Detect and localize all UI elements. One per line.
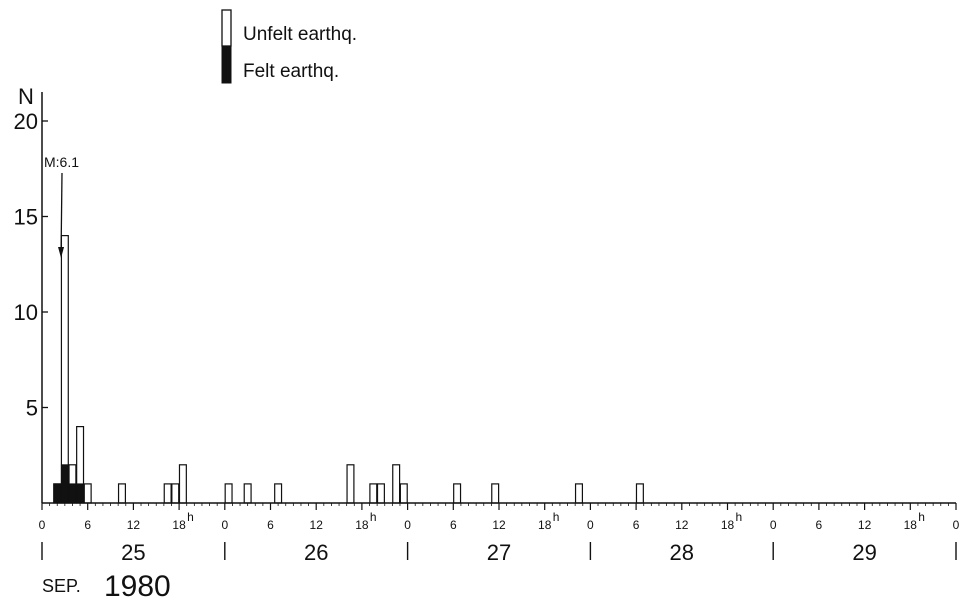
y-tick-label: 15 bbox=[14, 205, 38, 230]
unfelt-bar bbox=[635, 483, 644, 504]
x-tick-label: 6 bbox=[450, 518, 457, 532]
unfelt-bar bbox=[117, 483, 127, 504]
unfelt-bar bbox=[491, 483, 500, 504]
unfelt-bar bbox=[369, 483, 378, 504]
annotation-arrow-head bbox=[58, 247, 65, 258]
felt-bar bbox=[76, 483, 85, 504]
hour-unit-label: h bbox=[736, 510, 743, 524]
hour-unit-label: h bbox=[918, 510, 925, 524]
x-tick-label: 18 bbox=[172, 518, 186, 532]
year-label: 1980 bbox=[104, 570, 171, 603]
unfelt-bar bbox=[376, 483, 385, 504]
x-tick-label: 12 bbox=[492, 518, 506, 532]
unfelt-bar bbox=[178, 464, 187, 504]
x-tick-label: 18 bbox=[721, 518, 735, 532]
x-tick-label: 18 bbox=[904, 518, 918, 532]
unfelt-bar bbox=[574, 483, 584, 504]
legend: Unfelt earthq. Felt earthq. bbox=[221, 9, 357, 84]
unfelt-bar bbox=[60, 235, 69, 504]
x-tick-label: 18 bbox=[538, 518, 552, 532]
x-tick-label: 0 bbox=[404, 518, 411, 532]
x-tick-label: 0 bbox=[221, 518, 228, 532]
month-label: SEP. bbox=[42, 576, 81, 596]
x-tick-label: 0 bbox=[953, 518, 960, 532]
unfelt-bar bbox=[163, 483, 172, 504]
y-tick-label: 10 bbox=[14, 300, 38, 325]
y-axis-label: N bbox=[18, 84, 34, 109]
felt-bar bbox=[53, 483, 62, 504]
legend-label-felt: Felt earthq. bbox=[243, 61, 339, 82]
y-tick-label: 20 bbox=[14, 109, 38, 134]
felt-bar bbox=[60, 464, 69, 504]
day-label: 26 bbox=[304, 540, 328, 565]
x-tick-label: 6 bbox=[84, 518, 91, 532]
legend-label-unfelt: Unfelt earthq. bbox=[243, 24, 357, 45]
felt-bar bbox=[68, 483, 77, 504]
unfelt-bar bbox=[274, 483, 283, 504]
hour-unit-label: h bbox=[187, 510, 194, 524]
x-tick-label: 0 bbox=[587, 518, 594, 532]
x-tick-label: 12 bbox=[858, 518, 872, 532]
hour-unit-label: h bbox=[370, 510, 377, 524]
day-label: 28 bbox=[670, 540, 694, 565]
unfelt-bar bbox=[224, 483, 233, 504]
unfelt-bar bbox=[399, 483, 408, 504]
x-tick-label: 0 bbox=[39, 518, 46, 532]
axes bbox=[41, 92, 957, 560]
unfelt-bar bbox=[83, 483, 92, 504]
x-tick-label: 12 bbox=[310, 518, 324, 532]
x-tick-label: 12 bbox=[675, 518, 689, 532]
day-label: 29 bbox=[852, 540, 876, 565]
unfelt-bar bbox=[346, 464, 355, 504]
unfelt-bar bbox=[243, 483, 252, 504]
bars bbox=[53, 235, 644, 504]
unfelt-bar bbox=[453, 483, 462, 504]
x-tick-label: 18 bbox=[355, 518, 369, 532]
day-label: 27 bbox=[487, 540, 511, 565]
x-tick-label: 6 bbox=[267, 518, 274, 532]
x-tick-label: 12 bbox=[127, 518, 141, 532]
day-label: 25 bbox=[121, 540, 145, 565]
magnitude-annotation: M:6.1 bbox=[44, 154, 79, 170]
legend-swatch-felt bbox=[221, 46, 232, 84]
unfelt-bar bbox=[171, 483, 180, 504]
hour-unit-label: h bbox=[553, 510, 560, 524]
legend-swatch-unfelt bbox=[221, 9, 232, 47]
x-tick-label: 6 bbox=[633, 518, 640, 532]
unfelt-bar bbox=[392, 464, 401, 504]
x-tick-label: 0 bbox=[770, 518, 777, 532]
y-tick-label: 5 bbox=[26, 396, 38, 421]
annotation-arrow-shaft bbox=[60, 172, 63, 256]
x-tick-label: 6 bbox=[816, 518, 823, 532]
